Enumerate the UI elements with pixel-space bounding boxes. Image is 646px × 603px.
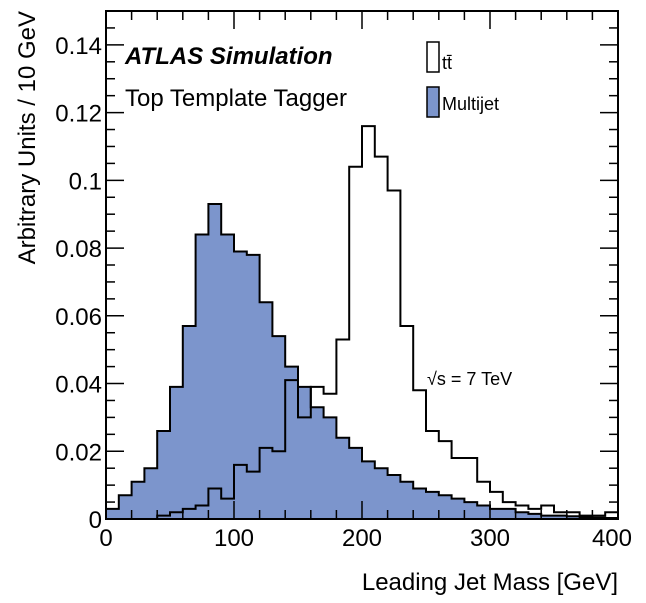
histogram-bars — [105, 125, 619, 520]
y-tick-label: 0.1 — [69, 168, 102, 195]
y-tick-label: 0.06 — [55, 304, 102, 331]
x-tick-label: 0 — [99, 525, 112, 552]
legend-swatch-multijet — [426, 86, 440, 118]
y-tick-label: 0 — [89, 507, 102, 534]
y-tick-label: 0.08 — [55, 236, 102, 263]
energy-label: √s = 7 TeV — [427, 369, 512, 389]
y-tick-label: 0.14 — [55, 33, 102, 60]
legend-label-ttbar: tt̄ — [442, 53, 452, 73]
atlas-label: ATLAS Simulation — [124, 43, 333, 70]
x-tick-label: 100 — [214, 525, 254, 552]
tick-labels: 0 0.02 0.04 0.06 0.08 0.1 0.12 0.14 0 100 200 300 40… — [55, 33, 632, 552]
y-tick-label: 0.04 — [55, 372, 102, 399]
y-tick-label: 0.12 — [55, 101, 102, 128]
tagger-label: Top Template Tagger — [125, 85, 347, 112]
x-tick-label: 300 — [470, 525, 510, 552]
x-tick-label: 200 — [342, 525, 382, 552]
legend-label-multijet: Multijet — [442, 94, 499, 114]
y-tick-label: 0.02 — [55, 439, 102, 466]
y-axis-title: Arbitrary Units / 10 GeV — [14, 11, 41, 264]
atlas-label-simulation: Simulation — [210, 43, 333, 70]
x-tick-label: 400 — [592, 525, 632, 552]
energy-sqrt-s: √s — [427, 369, 446, 389]
legend-swatch-ttbar — [426, 41, 440, 73]
x-axis-title: Leading Jet Mass [GeV] — [362, 569, 618, 596]
series-ttbar-histogram — [106, 125, 619, 520]
axis-ticks — [105, 10, 619, 520]
legend: tt̄ Multijet — [426, 41, 499, 118]
series-multijet-histogram — [105, 203, 619, 520]
energy-value: = 7 TeV — [446, 369, 512, 389]
atlas-label-bold: ATLAS — [124, 43, 203, 70]
